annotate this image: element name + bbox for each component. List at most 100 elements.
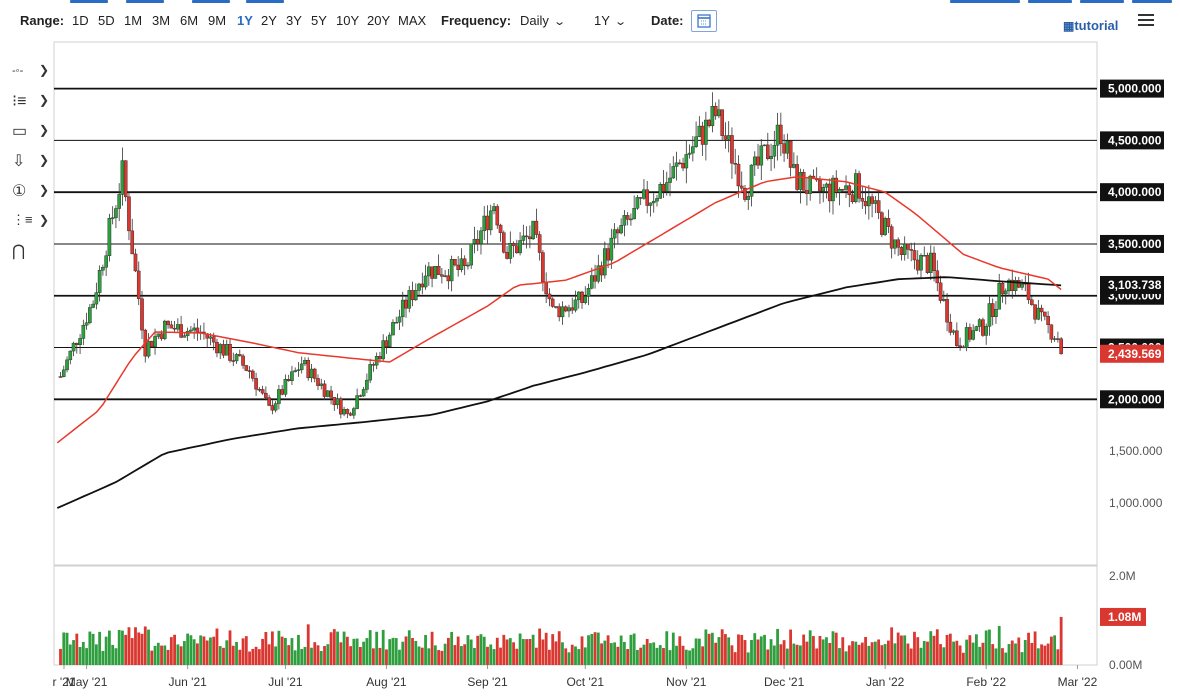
volume-bar bbox=[150, 650, 154, 665]
rectangle-shape-tool[interactable]: ▭ ❯ bbox=[12, 121, 50, 145]
candle-body bbox=[466, 264, 470, 267]
volume-bar bbox=[495, 637, 499, 665]
range-1m-button[interactable]: 1M bbox=[124, 13, 143, 28]
volume-bar bbox=[1049, 636, 1053, 665]
volume-bar bbox=[997, 626, 1001, 665]
date-picker-button[interactable] bbox=[691, 10, 717, 32]
volume-bar bbox=[215, 628, 219, 665]
candle-body bbox=[697, 125, 702, 137]
range-3y-button[interactable]: 3Y bbox=[286, 13, 302, 28]
fibonacci-lines-tool[interactable]: ⁝≡ ❯ bbox=[12, 91, 50, 115]
top-tab-mark-7 bbox=[1080, 0, 1124, 3]
candle-body bbox=[149, 340, 154, 347]
top-tab-mark-3 bbox=[192, 0, 230, 3]
volume-bar bbox=[785, 648, 789, 665]
candle-body bbox=[192, 327, 196, 331]
candle-body bbox=[462, 258, 467, 266]
volume-bar bbox=[78, 647, 82, 665]
candle-body bbox=[332, 397, 337, 406]
volume-bar bbox=[244, 636, 248, 665]
candle-body bbox=[1003, 290, 1008, 295]
volume-bar bbox=[939, 644, 942, 665]
candle-body bbox=[824, 183, 829, 188]
volume-bar bbox=[697, 638, 701, 665]
candle-body bbox=[840, 188, 845, 191]
candle-body bbox=[241, 355, 245, 366]
volume-bar bbox=[463, 644, 467, 665]
range-2y-button[interactable]: 2Y bbox=[261, 13, 277, 28]
volume-bar bbox=[388, 639, 392, 665]
candle-body bbox=[922, 255, 927, 257]
candle-body bbox=[169, 324, 174, 329]
candle-body bbox=[1036, 307, 1041, 320]
volume-bar bbox=[482, 636, 486, 665]
tutorial-label: tutorial bbox=[1074, 18, 1119, 33]
price-axis-label: 4,500.000 bbox=[1108, 133, 1162, 147]
candle-body bbox=[951, 330, 956, 333]
candle-body bbox=[430, 266, 434, 279]
menu-button[interactable] bbox=[1138, 14, 1154, 28]
tutorial-link[interactable]: ▦tutorial bbox=[1063, 18, 1118, 33]
range-5y-button[interactable]: 5Y bbox=[311, 13, 327, 28]
candle-body bbox=[325, 390, 330, 397]
range-3m-button[interactable]: 3M bbox=[152, 13, 171, 28]
frequency-dropdown[interactable]: Daily ⌄ bbox=[520, 13, 566, 28]
volume-bar bbox=[587, 635, 590, 665]
candle-body bbox=[312, 368, 317, 379]
volume-bar bbox=[812, 636, 815, 665]
candle-body bbox=[329, 390, 333, 398]
range-10y-button[interactable]: 10Y bbox=[336, 13, 360, 28]
volume-bar bbox=[730, 645, 734, 665]
candle-body bbox=[391, 322, 395, 336]
volume-bar bbox=[815, 648, 819, 665]
volume-bar bbox=[163, 645, 167, 665]
candle-body bbox=[915, 259, 920, 271]
candle-body bbox=[779, 124, 783, 144]
candle-body bbox=[971, 330, 975, 340]
period-dropdown[interactable]: 1Y ⌄ bbox=[594, 13, 627, 28]
range-max-button[interactable]: MAX bbox=[398, 13, 427, 28]
volume-bar bbox=[1007, 644, 1011, 665]
candle-body bbox=[436, 266, 441, 275]
range-1d-button[interactable]: 1D bbox=[72, 13, 89, 28]
candle-body bbox=[883, 218, 887, 235]
volume-bar bbox=[508, 638, 512, 665]
candle-body bbox=[208, 336, 213, 339]
range-6m-button[interactable]: 6M bbox=[180, 13, 199, 28]
volume-bar bbox=[932, 635, 936, 665]
candle-body bbox=[694, 136, 698, 147]
chevron-right-icon: ❯ bbox=[39, 183, 50, 197]
volume-bar bbox=[130, 638, 134, 665]
volume-bar bbox=[994, 648, 998, 665]
candle-body bbox=[668, 177, 672, 183]
volume-bar bbox=[94, 644, 98, 665]
candle-body bbox=[733, 163, 738, 165]
range-9m-button[interactable]: 9M bbox=[208, 13, 227, 28]
magnet-tool[interactable]: ⋂ bbox=[12, 241, 50, 265]
arrow-marker-tool[interactable]: ⇩ ❯ bbox=[12, 151, 50, 175]
candle-body bbox=[1059, 338, 1063, 354]
volume-bar bbox=[975, 634, 978, 665]
range-20y-button[interactable]: 20Y bbox=[367, 13, 391, 28]
volume-bar bbox=[1017, 637, 1021, 665]
crosshair-line-tool[interactable]: -◦- ❯ bbox=[12, 61, 50, 85]
numbered-marker-tool[interactable]: ① ❯ bbox=[12, 181, 50, 205]
range-5d-button[interactable]: 5D bbox=[98, 13, 115, 28]
range-1y-button[interactable]: 1Y bbox=[237, 13, 253, 28]
volume-bar bbox=[143, 626, 147, 665]
volume-bar bbox=[831, 631, 835, 665]
pattern-tool[interactable]: ⋮≡ ❯ bbox=[12, 211, 50, 235]
volume-bar bbox=[205, 640, 209, 665]
volume-bar bbox=[270, 631, 274, 665]
candle-body bbox=[576, 291, 581, 301]
price-level-tag bbox=[1100, 131, 1164, 150]
volume-bar bbox=[893, 643, 897, 665]
candle-body bbox=[792, 164, 796, 168]
volume-bar bbox=[590, 633, 594, 665]
candle-body bbox=[247, 370, 252, 372]
volume-bar bbox=[639, 647, 643, 665]
volume-bar bbox=[140, 633, 144, 665]
candle-body bbox=[176, 324, 180, 330]
volume-bar bbox=[427, 648, 431, 665]
